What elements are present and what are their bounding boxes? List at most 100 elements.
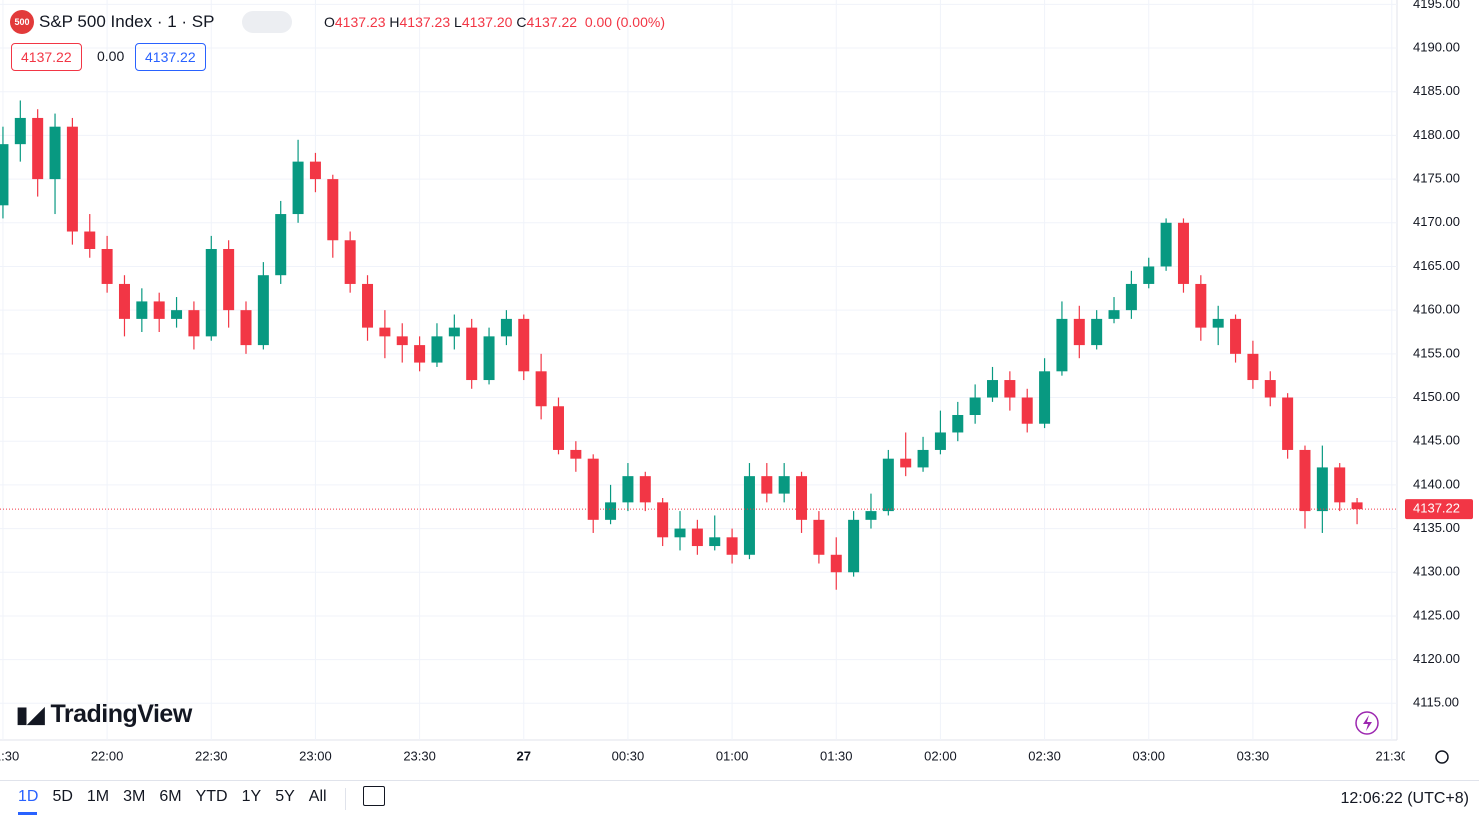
separator	[345, 788, 346, 810]
range-button[interactable]: 1D	[18, 788, 39, 805]
candle-body	[952, 414, 964, 433]
candle-body	[778, 476, 790, 494]
y-tick-label: 4175.00	[1413, 171, 1460, 186]
y-tick-label: 4190.00	[1413, 39, 1460, 54]
candle-body	[344, 240, 356, 284]
candle-body	[969, 397, 981, 415]
symbol-icon: 500	[10, 10, 34, 34]
candle-body	[1351, 502, 1363, 510]
y-tick-label: 4115.00	[1413, 695, 1459, 710]
candle-body	[1212, 318, 1224, 328]
candle-body	[900, 458, 912, 468]
x-tick-label: 02:30	[1028, 748, 1061, 763]
candle-body	[1125, 283, 1137, 311]
x-tick-label: 27	[517, 748, 531, 763]
candle-body	[726, 537, 738, 555]
x-tick-label: 02:00	[924, 748, 957, 763]
ohlc-letter: C	[516, 14, 527, 30]
candle-body	[657, 502, 669, 538]
clock: 12:06:22 (UTC+8)	[1340, 790, 1469, 807]
candle-body	[101, 248, 113, 284]
candle-body	[1334, 467, 1346, 503]
symbol-title[interactable]: S&P 500 Index · 1 · SP	[39, 12, 215, 31]
logo: ▮◢ TradingView	[16, 700, 192, 728]
range-button[interactable]: 5D	[52, 788, 73, 805]
ohlc-value: 4137.22	[526, 14, 578, 30]
candle-body	[396, 336, 408, 346]
candle-body	[622, 476, 634, 503]
ohlc-letter: L	[454, 14, 462, 30]
candle-body	[987, 380, 999, 398]
x-tick-label: 01:00	[716, 748, 749, 763]
ohlc-legend: O4137.23 H4137.23 L4137.20 C4137.22 0.00…	[324, 14, 665, 30]
range-button[interactable]: 6M	[159, 788, 182, 805]
candle-body	[118, 283, 130, 319]
candle-body	[691, 528, 703, 547]
logo-text: TradingView	[50, 700, 192, 728]
last-price-badge	[1405, 499, 1473, 520]
candle-body	[743, 476, 755, 555]
active-indicator	[18, 812, 37, 815]
status-pill	[242, 11, 293, 33]
candle-body	[431, 336, 443, 363]
candle-body	[483, 336, 495, 381]
candle-body	[1316, 467, 1328, 512]
range-button[interactable]: 5Y	[275, 788, 295, 805]
candle-body	[14, 117, 26, 145]
ohlc-value: 4137.23	[334, 14, 386, 30]
candle-body	[414, 345, 426, 363]
range-button[interactable]: 3M	[123, 788, 146, 805]
y-tick-label: 4140.00	[1413, 476, 1460, 491]
candle-body	[32, 117, 44, 180]
last-price-label: 4137.22	[1413, 501, 1460, 516]
ask-box[interactable]: 4137.22	[135, 43, 206, 71]
x-tick-label: 00:30	[612, 748, 645, 763]
candle-body	[66, 126, 78, 232]
candle-body	[84, 231, 96, 249]
candle-body	[362, 283, 374, 328]
ohlc-letter: O	[324, 14, 335, 30]
y-tick-label: 4165.00	[1413, 258, 1460, 273]
range-button[interactable]: 1M	[86, 788, 110, 805]
candle-body	[1039, 371, 1051, 424]
candle-body	[1247, 353, 1259, 381]
spread: 0.00	[97, 48, 125, 64]
candle-body	[292, 161, 304, 215]
x-tick-label: 23:00	[299, 748, 332, 763]
y-tick-label: 4135.00	[1413, 520, 1460, 535]
candle-body	[1021, 397, 1033, 424]
candle-body	[257, 275, 269, 346]
y-tick-label: 4155.00	[1413, 345, 1460, 360]
range-button[interactable]: All	[308, 788, 327, 805]
candle-body	[1282, 397, 1294, 450]
x-tick-label: 01:30	[820, 748, 853, 763]
ohlc-value: 4137.23	[399, 14, 451, 30]
candle-body	[1073, 318, 1085, 346]
x-tick-label: 23:30	[403, 748, 436, 763]
change: 0.00 (0.00%)	[584, 14, 665, 30]
candle-body	[1230, 318, 1242, 354]
date-range-icon[interactable]	[363, 786, 385, 806]
candle-body	[448, 327, 460, 337]
candle-body	[379, 327, 391, 337]
candle-body	[223, 248, 235, 311]
bid-box[interactable]: 4137.22	[11, 43, 82, 71]
candle-body	[552, 406, 564, 450]
candle-body	[1091, 318, 1103, 346]
candle-body	[275, 214, 287, 276]
range-button[interactable]: 1Y	[241, 788, 262, 805]
candle-body	[136, 301, 148, 319]
y-tick-label: 4145.00	[1413, 433, 1460, 448]
alert-icon[interactable]	[1355, 711, 1379, 735]
range-button[interactable]: YTD	[195, 788, 228, 805]
y-tick-label: 4120.00	[1413, 651, 1460, 666]
candle-body	[1195, 283, 1207, 328]
symbol-header: 500 S&P 500 Index · 1 · SP	[10, 10, 293, 34]
candle-body	[709, 537, 721, 547]
candle-body	[587, 458, 599, 520]
separator	[0, 780, 1479, 781]
candle-body	[796, 476, 808, 520]
candle-body	[605, 502, 617, 520]
settings-icon[interactable]	[1435, 750, 1449, 764]
